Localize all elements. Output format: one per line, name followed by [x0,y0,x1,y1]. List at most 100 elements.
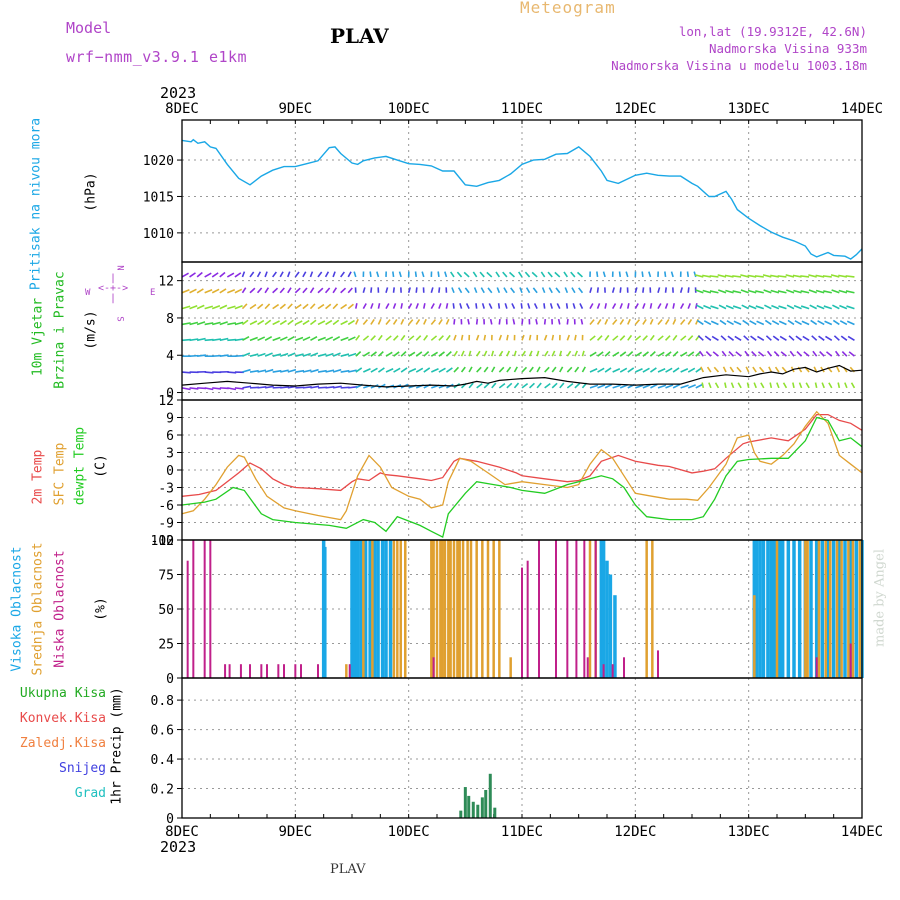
wind-barb [279,319,287,326]
wind-barb [340,320,348,326]
wind-barb [226,272,235,278]
wind-barb [340,336,349,342]
temp-ylabel-2: SFC Temp [52,442,68,506]
wind-barb [460,334,464,341]
wind-barb [480,287,485,294]
wind-barb [498,366,505,373]
cloud-bar [611,664,614,678]
cloud-bar [384,540,388,678]
wind-barb [249,353,259,357]
cloud-bar [371,540,374,678]
cloud-bar [657,650,659,678]
wind-barb [657,319,663,325]
wind-barb [529,382,535,389]
wind-barb [181,288,190,294]
y-tick-label: -12 [151,534,174,549]
wind-barb [781,366,788,373]
cloud-bar [583,540,586,678]
wind-barb [812,350,818,357]
wind-barb [211,305,221,310]
wind-barb [242,368,251,373]
wind-barb [257,386,267,389]
year-top: 2023 [160,84,197,102]
wind-barb [736,366,742,373]
wind-barb [834,350,840,357]
wind-barb [362,351,371,357]
y-tick-label: 9 [166,412,174,427]
wind-barb [392,271,395,278]
wind-barb [821,382,825,389]
wind-barb [332,335,341,342]
y-tick-label: 1010 [143,227,174,242]
compass-s: S [114,316,125,322]
cloud-bar [456,540,459,678]
wind-barb [302,303,309,310]
wind-barb [279,303,286,310]
wind-barb [212,387,222,390]
wind-barb [574,334,577,341]
wind-barb [536,350,540,357]
wind-barb [705,350,712,357]
precip-bar [484,790,488,818]
cloud-bar [608,574,613,678]
wind-barb [634,287,638,293]
wind-barb [294,320,303,326]
wind-barb [695,289,704,294]
wind-barb [672,318,677,325]
wind-barb [204,371,214,374]
cloud-bar [498,540,501,678]
wind-barb [555,287,561,294]
wind-barb [400,334,406,341]
wind-barb [332,319,340,326]
wind-barb [657,303,662,310]
wind-barb [596,303,601,309]
wind-barb [287,271,291,278]
wind-barb [385,319,391,325]
wind-barb [325,336,334,342]
wind-barb [528,366,534,373]
wind-barb [574,366,580,373]
wind-barb [377,334,383,341]
model-elevation-text: Nadmorska Visina u modelu 1003.18m [611,58,867,73]
wind-barb [475,334,480,341]
cloud-bar [363,540,368,678]
cloud-bar [348,664,351,678]
cloud-bar [294,664,297,678]
cloud-bar [780,540,785,678]
wind-barb [204,305,213,310]
wind-barb [431,368,439,373]
wind-barb [627,318,631,325]
wind-barb [279,352,289,357]
wind-barb [619,384,628,389]
wind-barb [634,335,642,341]
cloud-bar [461,540,465,678]
wind-barb [680,351,688,357]
wind-barb [377,303,381,309]
wind-barb [249,336,258,342]
wind-barb [257,336,266,342]
wind-barb [709,290,719,294]
wind-barb [219,271,226,278]
cloud-bar [260,664,263,678]
wind-barb [760,382,765,389]
wind-barb [559,366,564,373]
wind-barb [803,351,810,357]
wind-barb [830,274,840,278]
y-tick-label: 0.6 [151,724,174,739]
chart-panels: 8DEC 8DEC 9DEC 9DEC 10DEC 10DEC 11DEC 11DEC 12DE… [143,101,883,840]
wind-barb [524,271,531,278]
wind-barb [287,319,294,326]
cloud-bar [458,540,461,678]
wind-barb [730,382,735,389]
wind-barb [822,275,832,278]
wind-barb [832,304,840,310]
wind-barb [456,271,463,278]
wind-barb [657,384,667,389]
wind-barb [800,290,810,294]
wind-barb [392,287,395,293]
wind-barb [483,382,490,389]
wind-barb [815,274,825,278]
wind-barb [748,304,757,310]
wind-barb [295,386,305,389]
wind-barb [287,303,293,310]
